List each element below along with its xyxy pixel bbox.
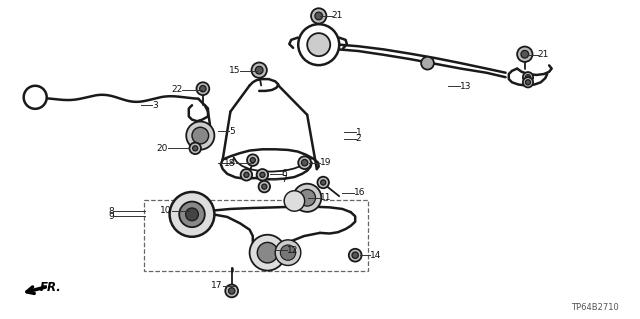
Circle shape xyxy=(170,192,214,237)
Text: 3: 3 xyxy=(152,101,158,110)
Text: 11: 11 xyxy=(320,193,332,202)
Text: 20: 20 xyxy=(156,144,168,153)
Circle shape xyxy=(301,160,308,166)
Text: 14: 14 xyxy=(370,251,381,260)
Text: 12: 12 xyxy=(287,246,298,255)
Circle shape xyxy=(244,172,249,177)
Text: 10: 10 xyxy=(160,206,172,215)
Circle shape xyxy=(259,181,270,192)
Text: 1: 1 xyxy=(356,128,362,137)
Circle shape xyxy=(525,75,531,80)
Text: 21: 21 xyxy=(332,11,343,20)
Circle shape xyxy=(200,85,206,92)
Text: 8: 8 xyxy=(108,207,114,216)
Text: 19: 19 xyxy=(320,158,332,167)
Text: 2: 2 xyxy=(356,134,362,143)
Circle shape xyxy=(262,184,267,189)
Circle shape xyxy=(189,143,201,154)
Circle shape xyxy=(257,169,268,181)
Circle shape xyxy=(228,288,235,294)
Circle shape xyxy=(523,77,533,87)
Circle shape xyxy=(186,122,214,150)
Text: 7: 7 xyxy=(282,175,287,184)
Circle shape xyxy=(247,154,259,166)
Circle shape xyxy=(275,240,301,265)
Circle shape xyxy=(257,242,278,263)
Circle shape xyxy=(192,127,209,144)
Circle shape xyxy=(321,180,326,185)
Circle shape xyxy=(517,47,532,62)
Circle shape xyxy=(252,63,267,78)
Circle shape xyxy=(317,177,329,188)
Circle shape xyxy=(421,57,434,70)
Text: 13: 13 xyxy=(460,82,471,91)
Circle shape xyxy=(521,50,529,58)
Text: 5: 5 xyxy=(229,127,235,136)
Circle shape xyxy=(179,202,205,227)
Circle shape xyxy=(298,24,339,65)
Circle shape xyxy=(24,86,47,109)
Text: 22: 22 xyxy=(171,85,182,94)
Text: 18: 18 xyxy=(224,159,236,168)
Text: 15: 15 xyxy=(228,66,240,75)
Circle shape xyxy=(349,249,362,262)
Text: 17: 17 xyxy=(211,281,223,290)
Circle shape xyxy=(225,285,238,297)
Circle shape xyxy=(241,169,252,181)
Text: TP64B2710: TP64B2710 xyxy=(572,303,619,312)
Circle shape xyxy=(352,252,358,258)
Circle shape xyxy=(186,208,198,221)
Circle shape xyxy=(255,66,263,74)
Text: 6: 6 xyxy=(282,169,287,178)
Circle shape xyxy=(298,156,311,169)
Text: 9: 9 xyxy=(108,212,114,221)
Circle shape xyxy=(284,191,305,211)
Circle shape xyxy=(523,72,533,82)
Text: 16: 16 xyxy=(354,189,365,197)
Circle shape xyxy=(196,82,209,95)
Circle shape xyxy=(250,235,285,271)
Circle shape xyxy=(307,33,330,56)
Circle shape xyxy=(293,184,321,212)
Circle shape xyxy=(193,146,198,151)
Text: FR.: FR. xyxy=(40,281,61,293)
Circle shape xyxy=(299,189,316,206)
Circle shape xyxy=(250,158,255,163)
Text: 4: 4 xyxy=(229,158,235,167)
Text: 21: 21 xyxy=(538,50,549,59)
Circle shape xyxy=(525,80,531,85)
Circle shape xyxy=(311,8,326,24)
Circle shape xyxy=(280,245,296,260)
Circle shape xyxy=(260,172,265,177)
Circle shape xyxy=(315,12,323,20)
